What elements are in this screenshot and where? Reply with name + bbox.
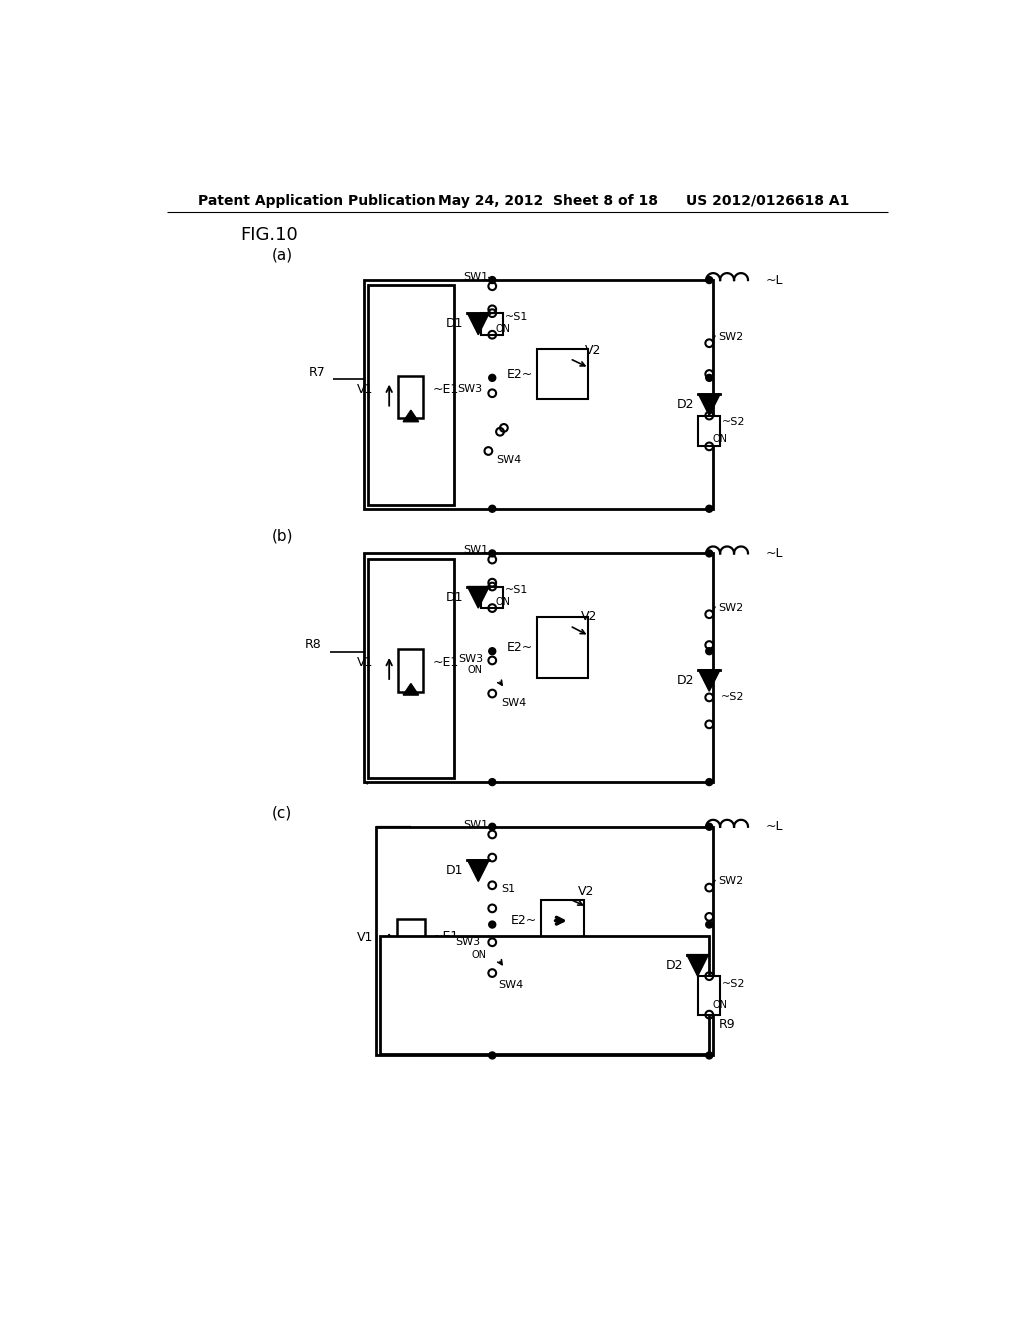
Bar [538,616,588,678]
Text: ~S2: ~S2 [722,417,745,426]
Text: SW3: SW3 [458,653,483,664]
Polygon shape [687,954,709,977]
Polygon shape [698,395,720,416]
Bar [538,350,588,400]
Text: V2: V2 [586,345,602,358]
Bar [398,649,423,692]
Text: SW3: SW3 [456,937,480,948]
Text: SW2: SW2 [719,876,743,887]
Circle shape [706,921,713,928]
Text: R7: R7 [309,366,326,379]
Text: ~S1: ~S1 [505,585,528,595]
Text: D1: D1 [446,317,464,330]
Polygon shape [467,313,489,335]
Text: ~S2: ~S2 [722,979,745,989]
Polygon shape [467,859,489,882]
Polygon shape [698,669,720,692]
Circle shape [706,277,713,284]
Bar [369,285,454,504]
Text: ON: ON [496,597,510,607]
Circle shape [706,550,713,557]
Circle shape [488,550,496,557]
Text: SW2: SW2 [719,333,743,342]
Text: D1: D1 [446,591,464,603]
Bar [376,826,713,1056]
Circle shape [706,506,713,512]
Circle shape [488,277,496,284]
Text: E2~: E2~ [511,915,538,927]
Text: ~E1: ~E1 [432,929,459,942]
Text: ~L: ~L [766,546,783,560]
Polygon shape [467,586,489,609]
Text: SW1: SW1 [463,545,488,556]
Circle shape [488,921,496,928]
Text: (a): (a) [271,247,293,263]
Text: SW2: SW2 [719,603,743,612]
Circle shape [488,375,496,381]
Circle shape [488,1052,496,1059]
Text: ~E1: ~E1 [432,656,459,669]
Text: SW1: SW1 [463,272,488,282]
Text: ON: ON [471,949,486,960]
Text: ~L: ~L [766,820,783,833]
Text: V2: V2 [582,610,598,623]
Text: Patent Application Publication: Patent Application Publication [198,194,435,207]
Bar [398,376,423,418]
Text: ~S1: ~S1 [505,312,528,322]
Bar [365,280,713,508]
Text: SW3: SW3 [457,384,482,395]
Circle shape [488,824,496,830]
Text: R9: R9 [719,1018,735,1031]
Text: V1: V1 [357,383,374,396]
Text: SW1: SW1 [463,820,488,830]
Text: FIG.10: FIG.10 [241,227,298,244]
Text: SW4: SW4 [496,455,521,465]
Text: SW4: SW4 [499,979,523,990]
Circle shape [488,648,496,655]
Bar [397,919,425,969]
Text: S1: S1 [502,884,516,894]
Bar [481,586,503,609]
Circle shape [706,648,713,655]
Text: ON: ON [713,999,727,1010]
Text: D2: D2 [666,958,683,972]
Circle shape [488,779,496,785]
Text: D1: D1 [446,865,464,878]
Circle shape [706,1052,713,1059]
Bar [541,900,584,942]
Text: E2~: E2~ [507,367,534,380]
Bar [698,977,720,1015]
Text: ~E1: ~E1 [432,383,459,396]
Text: (b): (b) [271,528,293,544]
Circle shape [706,824,713,830]
Bar [369,558,454,779]
Text: V2: V2 [578,884,594,898]
Text: D2: D2 [677,399,694,412]
Text: ON: ON [713,434,727,444]
Text: ON: ON [496,323,510,334]
Text: ~S2: ~S2 [721,693,744,702]
Text: ON: ON [468,665,483,675]
Bar [481,313,503,335]
Text: May 24, 2012  Sheet 8 of 18: May 24, 2012 Sheet 8 of 18 [438,194,658,207]
Text: V1: V1 [357,656,374,669]
Bar [365,553,713,781]
Circle shape [488,506,496,512]
Bar [698,416,720,446]
Text: R8: R8 [305,638,322,651]
Text: US 2012/0126618 A1: US 2012/0126618 A1 [686,194,849,207]
Text: ~L: ~L [766,273,783,286]
Text: V1: V1 [357,931,374,944]
Text: D2: D2 [677,675,694,686]
Circle shape [706,779,713,785]
Circle shape [706,375,713,381]
Text: (c): (c) [271,805,292,821]
Text: E2~: E2~ [507,640,534,653]
Polygon shape [403,411,419,422]
Polygon shape [403,684,419,696]
Bar [380,936,710,1053]
Text: SW4: SW4 [502,698,526,708]
